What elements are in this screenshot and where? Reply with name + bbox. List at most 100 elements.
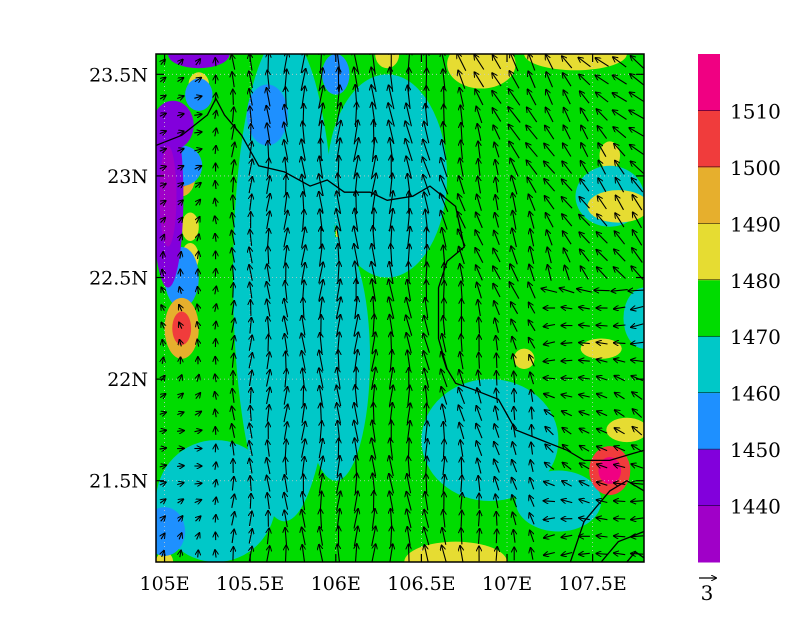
wind-arrow	[177, 466, 184, 467]
wind-arrow	[441, 387, 448, 405]
wind-arrow	[529, 355, 535, 367]
wind-arrow	[495, 494, 498, 509]
wind-arrow	[284, 123, 289, 143]
wind-arrow	[512, 460, 518, 473]
wind-arrow	[424, 545, 429, 562]
wind-arrow	[478, 300, 481, 317]
wind-arrow	[545, 196, 555, 210]
wind-arrow	[267, 352, 270, 370]
wind-arrow	[318, 68, 323, 92]
wind-arrow	[283, 228, 288, 248]
wind-arrow	[458, 229, 466, 247]
wind-arrow	[562, 500, 573, 503]
wind-arrow	[459, 176, 465, 195]
wind-arrow	[249, 89, 252, 106]
wind-arrow	[194, 149, 201, 151]
colorbar-band	[698, 223, 720, 281]
wind-arrow	[391, 509, 392, 529]
wind-arrow	[407, 527, 410, 546]
wind-arrow	[194, 500, 202, 503]
wind-arrow	[631, 161, 644, 175]
wind-arrow	[514, 389, 515, 403]
wind-arrow	[267, 476, 270, 492]
wind-arrow	[302, 175, 306, 196]
wind-arrow	[162, 340, 163, 347]
wind-arrow	[616, 196, 624, 211]
wind-arrow	[215, 410, 216, 418]
wind-arrow	[233, 547, 234, 561]
wind-arrow	[372, 138, 375, 162]
wind-arrow	[177, 412, 183, 414]
field-blob	[447, 54, 516, 89]
wind-arrow	[373, 403, 374, 424]
wind-arrow	[459, 405, 465, 422]
wind-arrow	[335, 474, 341, 494]
wind-arrow	[390, 544, 393, 562]
wind-arrow	[423, 175, 431, 196]
wind-arrow	[630, 74, 644, 86]
wind-arrow	[371, 368, 376, 389]
wind-arrow	[215, 128, 217, 137]
wind-arrow	[597, 500, 608, 503]
wind-arrow	[444, 105, 445, 126]
wind-arrow	[562, 481, 572, 487]
wind-arrow	[544, 518, 555, 520]
wind-arrow	[389, 474, 395, 494]
wind-arrow	[494, 301, 500, 316]
wind-arrow	[544, 162, 556, 174]
wind-arrow	[613, 75, 627, 85]
wind-arrow	[319, 351, 324, 371]
wind-arrow	[178, 516, 182, 521]
wind-arrow	[409, 545, 410, 562]
field-blob-core	[159, 145, 177, 247]
wind-arrow	[179, 323, 182, 329]
wind-arrow	[232, 495, 235, 509]
wind-arrow	[354, 227, 359, 250]
wind-arrow	[268, 335, 269, 352]
wind-arrow	[631, 56, 644, 69]
wind-arrow	[177, 183, 184, 187]
wind-arrow	[372, 438, 377, 459]
wind-arrow	[614, 519, 626, 520]
wind-arrow	[443, 69, 445, 91]
wind-arrow	[338, 350, 339, 372]
wind-arrow	[267, 529, 269, 545]
wind-arrow	[441, 352, 448, 370]
wind-arrow	[353, 138, 359, 162]
wind-arrow	[615, 393, 625, 400]
y-tick-label: 22.5N	[89, 268, 148, 290]
wind-arrow	[285, 193, 288, 213]
wind-arrow	[442, 228, 447, 248]
wind-arrow	[564, 126, 571, 140]
wind-arrow	[371, 527, 376, 547]
wind-arrow	[633, 427, 643, 436]
wind-arrow	[597, 214, 608, 227]
colorbar-band	[698, 392, 720, 450]
wind-arrow	[425, 439, 427, 458]
colorbar-label: 1460	[730, 382, 781, 406]
wind-arrow	[336, 386, 342, 407]
wind-arrow	[493, 125, 501, 140]
wind-arrow	[527, 178, 537, 193]
wind-arrow	[354, 68, 359, 92]
wind-arrow	[579, 395, 590, 397]
wind-arrow	[461, 528, 462, 545]
wind-arrow	[318, 439, 323, 459]
wind-arrow	[632, 248, 643, 263]
wind-arrow	[320, 333, 322, 354]
wind-arrow	[372, 244, 377, 267]
colorbar-band	[698, 505, 720, 563]
wind-arrow	[353, 509, 358, 529]
wind-arrow	[408, 386, 410, 407]
wind-arrow	[249, 441, 252, 457]
wind-arrow	[598, 143, 607, 157]
wind-arrow	[562, 395, 573, 397]
wind-arrow	[496, 389, 498, 404]
wind-arrow	[321, 403, 322, 424]
wind-arrow	[180, 551, 181, 558]
wind-arrow	[544, 535, 555, 538]
wind-arrow	[527, 108, 538, 123]
wind-arrow	[615, 410, 625, 418]
wind-arrow	[512, 176, 518, 195]
wind-arrow	[194, 114, 201, 115]
